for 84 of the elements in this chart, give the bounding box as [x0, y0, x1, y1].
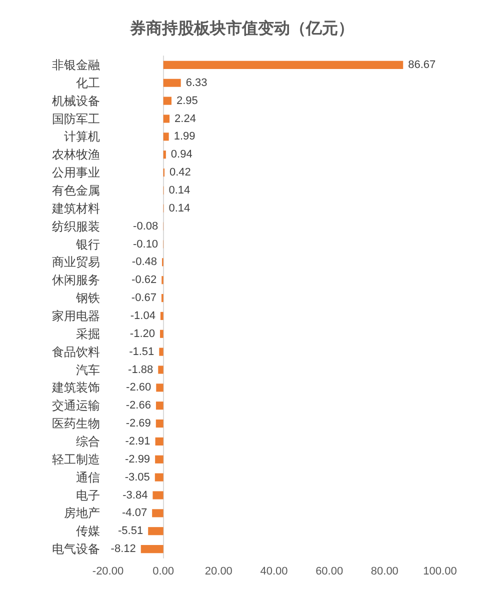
bar	[163, 150, 166, 159]
data-label: -2.66	[126, 400, 151, 412]
data-label: -0.10	[132, 238, 158, 250]
bar	[140, 545, 164, 554]
data-label: -0.67	[131, 292, 156, 304]
y-tick-label: 电子	[76, 488, 100, 502]
data-label: -2.60	[126, 382, 152, 394]
data-label: -1.51	[129, 346, 154, 358]
bar	[160, 312, 164, 320]
y-tick-label: 纺织服装	[52, 219, 100, 234]
bar	[155, 455, 164, 464]
bar	[160, 330, 164, 338]
data-label: -8.12	[110, 543, 136, 556]
bar	[156, 402, 164, 410]
y-tick-label: 建筑装饰	[51, 380, 100, 395]
data-label: -3.05	[124, 471, 150, 484]
y-tick-label: 商业贸易	[52, 255, 100, 270]
y-tick-label: 公用事业	[52, 166, 100, 180]
data-label: -0.48	[132, 256, 158, 268]
y-tick-label: 非银金融	[52, 58, 100, 72]
y-tick-label: 汽车	[76, 362, 100, 377]
x-tick-label: 60.00	[316, 566, 344, 578]
x-tick-label: -20.00	[92, 566, 124, 578]
data-label: -1.88	[128, 364, 154, 376]
y-tick-label: 交通运输	[52, 398, 100, 413]
y-tick-label: 电气设备	[52, 542, 100, 556]
data-label: -4.07	[122, 507, 148, 520]
bar	[159, 348, 164, 356]
data-label: -3.84	[122, 489, 148, 502]
data-label: 86.67	[408, 58, 436, 71]
bar	[156, 384, 164, 392]
y-tick-label: 传媒	[76, 524, 100, 538]
data-label: -2.99	[124, 453, 150, 466]
x-tick-label: 100.00	[423, 566, 457, 578]
bar	[163, 132, 169, 141]
y-tick-label: 综合	[76, 434, 100, 448]
bar	[163, 60, 404, 69]
data-label: 0.14	[168, 184, 190, 196]
data-label: -0.08	[133, 220, 158, 232]
y-tick-label: 有色金属	[52, 183, 100, 198]
y-tick-label: 建筑材料	[51, 201, 100, 216]
data-label: 1.99	[174, 130, 196, 143]
data-label: -2.91	[125, 435, 150, 448]
y-tick-label: 农林牧渔	[52, 148, 100, 162]
bar	[156, 420, 164, 428]
x-tick-label: 0.00	[152, 566, 174, 578]
y-tick-label: 钢铁	[75, 291, 100, 306]
y-tick-label: 银行	[75, 237, 100, 252]
data-label: -1.04	[130, 310, 156, 322]
data-label: 0.14	[168, 202, 190, 214]
x-tick-label: 40.00	[260, 566, 288, 578]
data-label: -2.69	[126, 418, 151, 430]
data-label: -1.20	[130, 328, 156, 340]
bar	[158, 366, 164, 374]
y-tick-label: 轻工制造	[52, 452, 100, 466]
data-label: 0.94	[170, 148, 192, 161]
data-label: 6.33	[186, 76, 208, 89]
data-label: -0.62	[132, 274, 157, 286]
chart-title: 券商持股板块市值变动（亿元）	[129, 20, 354, 38]
y-tick-label: 机械设备	[52, 94, 100, 108]
data-label: 2.24	[174, 112, 196, 125]
y-tick-label: 通信	[76, 470, 100, 484]
y-tick-label: 医药生物	[52, 416, 100, 431]
bar	[152, 491, 164, 500]
y-tick-label: 化工	[76, 76, 100, 90]
bar	[163, 78, 181, 87]
y-tick-label: 家用电器	[52, 308, 100, 323]
data-label: 2.95	[176, 94, 198, 107]
data-label: 0.42	[169, 166, 191, 179]
y-tick-label: 采掘	[76, 326, 100, 341]
bar	[163, 114, 170, 123]
y-tick-label: 休闲服务	[52, 273, 100, 288]
bar	[152, 509, 164, 518]
y-tick-label: 房地产	[64, 506, 100, 520]
y-tick-label: 国防军工	[52, 112, 100, 126]
x-tick-label: 20.00	[204, 566, 232, 578]
bar	[155, 437, 164, 446]
bar	[154, 473, 164, 482]
bar	[163, 96, 172, 105]
bar	[148, 527, 164, 536]
x-tick-label: 80.00	[370, 566, 398, 578]
y-tick-label: 计算机	[64, 130, 100, 144]
y-tick-label: 食品饮料	[52, 344, 100, 359]
data-label: -5.51	[118, 525, 144, 538]
